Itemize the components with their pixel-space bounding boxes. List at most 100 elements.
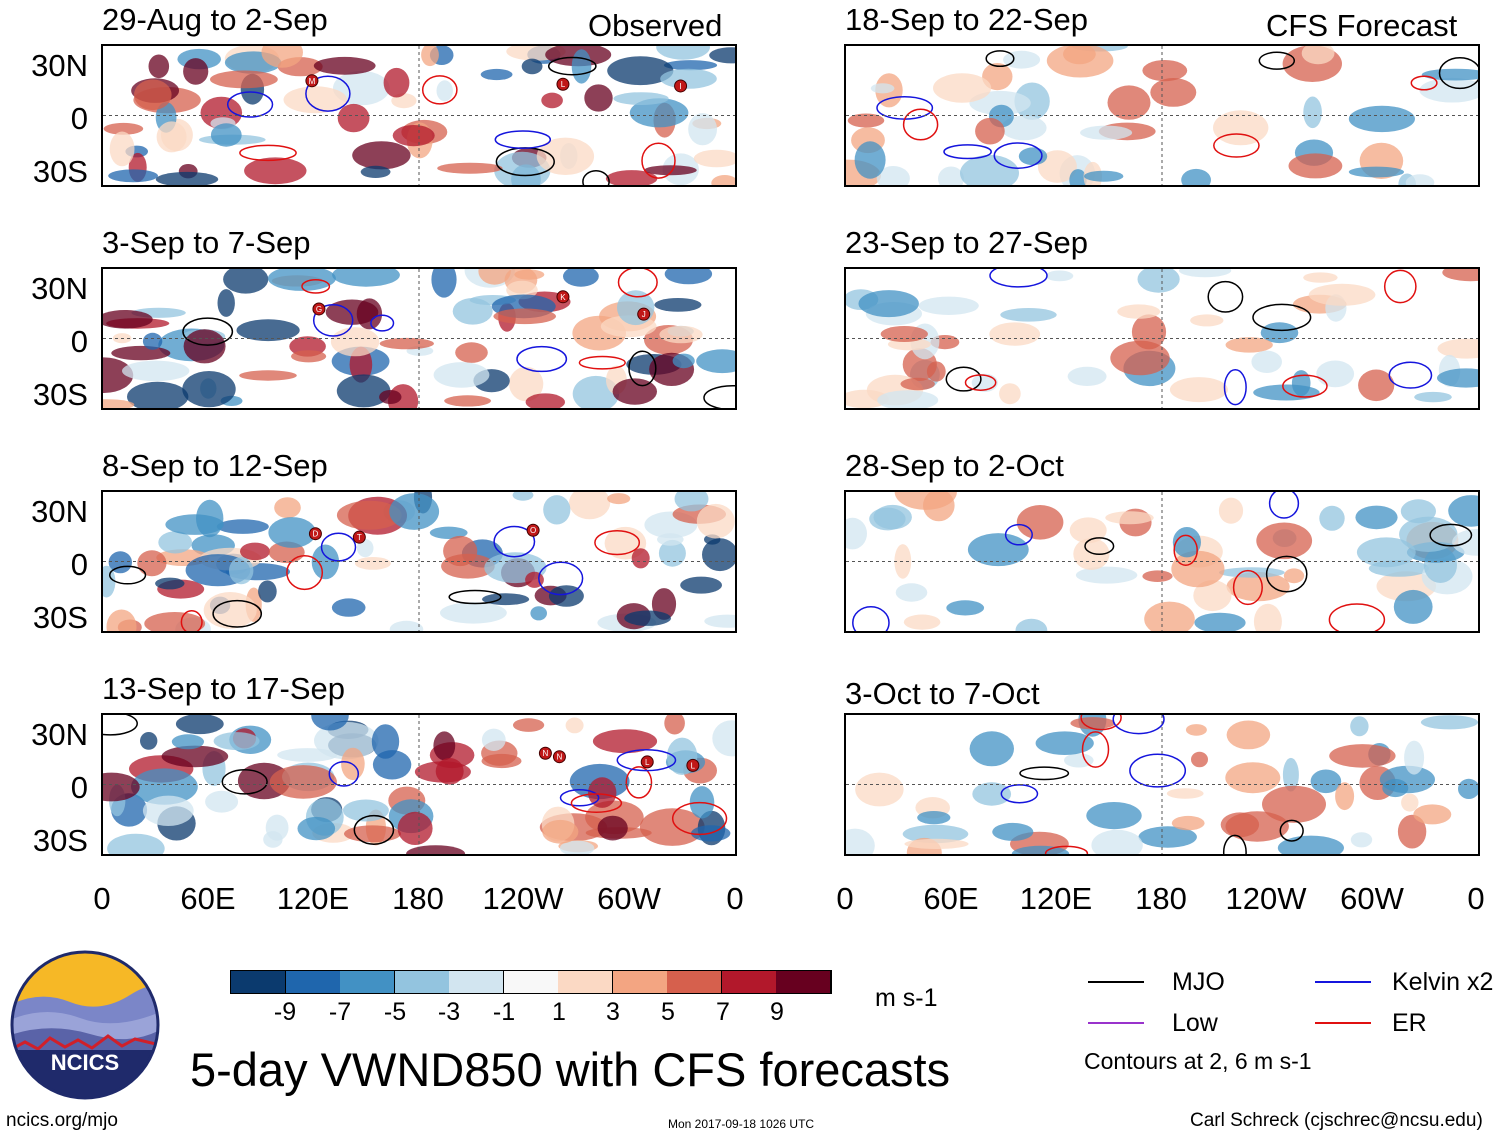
contour-line xyxy=(328,761,360,787)
anomaly-blob xyxy=(617,290,655,326)
contour-line xyxy=(1268,492,1300,519)
colorbar-swatch xyxy=(776,971,832,993)
anomaly-blob xyxy=(1399,516,1458,552)
colorbar-tick: -1 xyxy=(492,998,516,1026)
anomaly-blob xyxy=(696,503,735,539)
ncics-logo[interactable]: NCICS xyxy=(10,950,160,1100)
lat-label: 30S xyxy=(32,823,88,858)
anomaly-blob xyxy=(127,381,189,408)
anomaly-blob xyxy=(1037,150,1077,183)
storm-marker: M xyxy=(305,74,319,88)
anomaly-blob xyxy=(274,497,301,519)
anomaly-blob xyxy=(514,269,545,280)
anomaly-blob xyxy=(1379,765,1435,794)
storm-marker: J xyxy=(637,307,651,321)
lat-label: 0 xyxy=(70,101,88,136)
contour-line xyxy=(1265,555,1308,593)
anomaly-blob xyxy=(1458,778,1478,799)
anomaly-blob xyxy=(140,732,158,750)
anomaly-blob xyxy=(693,149,735,168)
anomaly-blob xyxy=(543,495,571,525)
anomaly-blob xyxy=(330,327,380,357)
anomaly-blob xyxy=(392,125,435,147)
anomaly-blob xyxy=(144,612,206,631)
footer-url[interactable]: ncics.org/mjo xyxy=(6,1110,118,1131)
anomaly-blob xyxy=(183,329,226,364)
contour-line xyxy=(902,108,939,141)
anomaly-blob xyxy=(969,731,1014,767)
anomaly-blob xyxy=(569,492,611,520)
legend-line-low xyxy=(1088,1022,1144,1024)
anomaly-blob xyxy=(137,550,167,577)
colorbar-swatch xyxy=(231,971,287,993)
anomaly-blob xyxy=(854,141,886,179)
map-field: N N L L xyxy=(103,715,735,854)
anomaly-blob xyxy=(536,137,595,175)
anomaly-blob xyxy=(1181,168,1211,185)
anomaly-blob xyxy=(336,374,391,408)
lat-label: 30N xyxy=(31,494,88,529)
storm-marker: N xyxy=(552,750,566,764)
anomaly-blob xyxy=(297,816,336,841)
contour-line xyxy=(1222,834,1247,854)
storm-label: J xyxy=(642,310,646,319)
lon-label: 0 xyxy=(1467,881,1485,916)
anomaly-blob xyxy=(440,602,507,624)
contour-line xyxy=(852,606,890,631)
lat-label: 0 xyxy=(70,547,88,582)
anomaly-blob xyxy=(337,103,370,133)
map-field xyxy=(846,492,1478,631)
anomaly-blob xyxy=(389,493,440,530)
contour-line xyxy=(945,366,982,392)
contour-line xyxy=(964,374,997,391)
contour-line xyxy=(1282,374,1328,398)
map-field: G K J xyxy=(103,269,735,408)
anomaly-blob xyxy=(332,269,400,287)
anomaly-blob xyxy=(917,811,951,825)
colorbar-tick: -5 xyxy=(383,998,407,1026)
anomaly-blob xyxy=(372,750,412,780)
anomaly-blob xyxy=(1437,368,1478,388)
anomaly-blob xyxy=(1001,115,1047,141)
anomaly-blob xyxy=(1397,814,1427,849)
anomaly-blob xyxy=(1084,170,1124,182)
contour-line xyxy=(1388,361,1433,389)
contour-line xyxy=(312,304,354,337)
map-field: D TO xyxy=(103,492,735,631)
anomaly-blob xyxy=(565,717,584,734)
anomaly-blob xyxy=(711,175,735,185)
anomaly-blob xyxy=(559,840,595,854)
contour-line xyxy=(1084,537,1115,556)
anomaly-blob xyxy=(182,371,236,408)
storm-marker: G xyxy=(312,302,326,316)
anomaly-blob xyxy=(894,492,957,510)
contour-line xyxy=(103,715,138,736)
anomaly-blob xyxy=(107,833,165,854)
lon-label: 60E xyxy=(180,881,236,916)
anomaly-blob xyxy=(455,342,488,363)
lon-label: 0 xyxy=(836,881,854,916)
anomaly-blob xyxy=(263,831,283,848)
contour-line xyxy=(1252,303,1312,332)
anomaly-blob xyxy=(1091,829,1143,854)
lon-label: 60W xyxy=(597,881,661,916)
anomaly-blob xyxy=(624,610,671,626)
anomaly-blob xyxy=(109,131,135,167)
anomaly-blob xyxy=(846,389,889,408)
colorbar-swatch xyxy=(558,971,614,993)
anomaly-blob xyxy=(644,165,697,176)
anomaly-blob xyxy=(239,370,297,381)
anomaly-blob xyxy=(1000,308,1057,322)
anomaly-blob xyxy=(858,290,919,318)
contour-line xyxy=(1232,569,1263,606)
anomaly-blob xyxy=(903,614,941,630)
anomaly-blob xyxy=(336,500,402,530)
anomaly-blob xyxy=(654,298,702,312)
anomaly-blob xyxy=(103,772,140,802)
anomaly-blob xyxy=(1226,572,1290,602)
anomaly-blob xyxy=(261,46,303,68)
contour-line xyxy=(1279,819,1304,842)
anomaly-blob xyxy=(148,54,170,79)
